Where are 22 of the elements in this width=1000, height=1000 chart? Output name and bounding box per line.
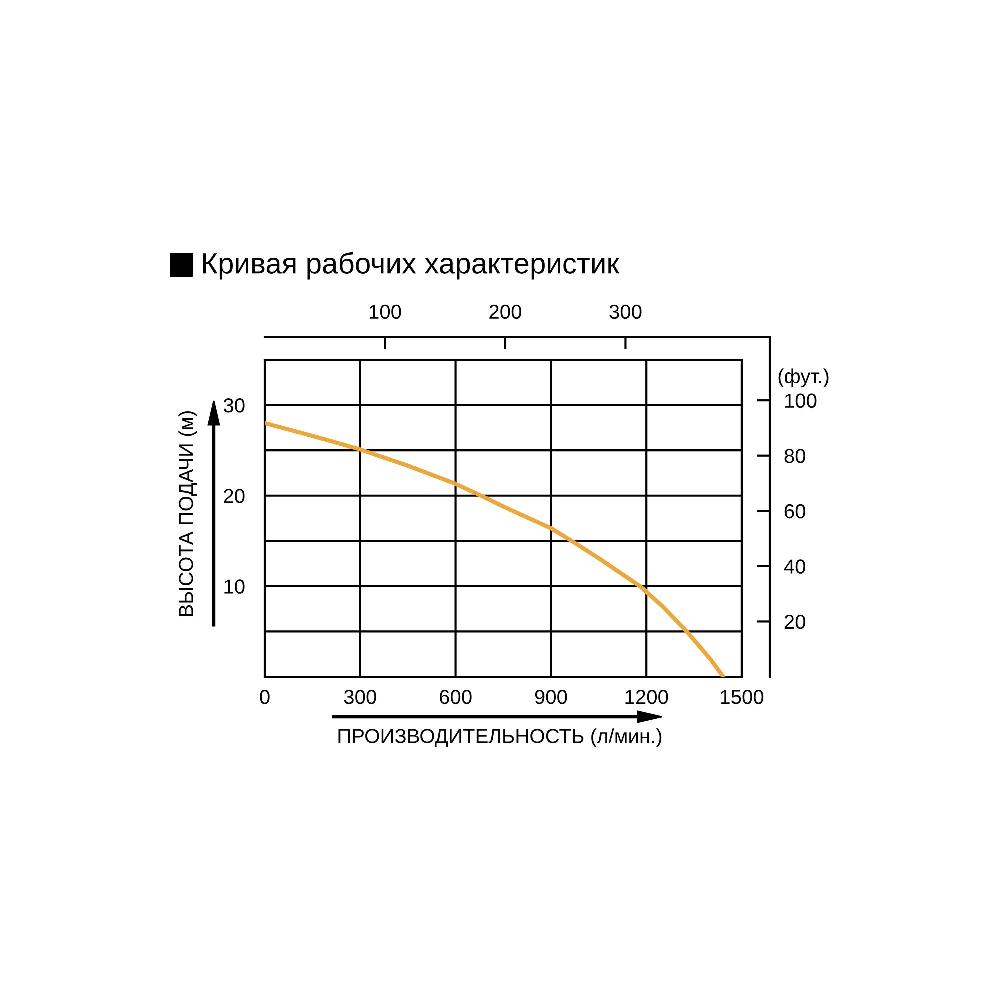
- x2-tick-label: 200: [490, 304, 522, 320]
- x-tick-label: 900: [535, 690, 568, 704]
- x-tick-label: 0: [260, 690, 270, 704]
- y-tick-label: 30: [224, 398, 245, 413]
- y2-axis-title: (фут.): [778, 368, 829, 388]
- y-axis-title: ВЫСОТА ПОДАЧИ (м): [178, 411, 198, 616]
- x2-tick-label: 100: [370, 304, 402, 320]
- chart-title: Кривая рабочих характеристик: [203, 252, 620, 280]
- y2-tick-label: 60: [784, 504, 806, 519]
- y2-tick-label: 40: [784, 560, 806, 574]
- y2-tick-label: 20: [784, 614, 806, 630]
- x-tick-label: 1500: [721, 690, 764, 704]
- x-tick-label: 600: [440, 690, 472, 704]
- line-series: [265, 421, 726, 677]
- y-tick-label: 10: [224, 580, 245, 594]
- y2-tick-label: 80: [784, 449, 806, 464]
- x-tick-label: 300: [344, 690, 376, 704]
- x-tick-label: 1200: [626, 690, 668, 704]
- x-axis-title: ПРОИЗВОДИТЕЛЬНОСТЬ (л/мин.): [338, 728, 662, 748]
- y-tick-label: 20: [224, 489, 245, 504]
- x2-tick-label: 300: [610, 304, 642, 320]
- y2-tick-label: 100: [785, 394, 817, 408]
